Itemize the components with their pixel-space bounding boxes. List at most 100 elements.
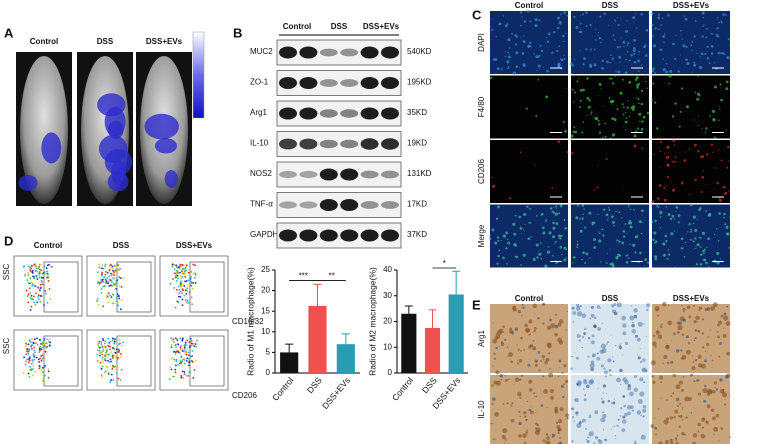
blot-band [279,46,297,59]
texture-dot [540,404,544,407]
texture-dot [529,20,532,23]
texture-dot [619,346,623,349]
texture-dot [634,374,638,379]
texture-dot [520,36,522,38]
blot-band [360,170,379,179]
texture-dot [618,211,621,214]
texture-dot [538,54,541,57]
texture-dot [551,51,554,54]
texture-dot [665,206,668,208]
event-dot [116,353,118,356]
texture-dot [614,20,617,22]
texture-dot [522,229,525,231]
texture-dot [667,304,670,306]
event-dot [26,295,29,298]
texture-dot [510,404,513,407]
event-dot [113,366,115,368]
event-dot [106,366,109,369]
event-dot [188,291,191,294]
texture-dot [627,42,630,45]
event-dot [43,340,46,343]
texture-dot [651,348,653,350]
texture-dot [678,321,682,325]
signal-blob [144,113,179,140]
texture-dot [699,207,702,210]
texture-dot [559,237,562,240]
blot-band [299,46,318,59]
texture-dot [563,40,565,42]
texture-dot [645,53,648,56]
row-label: F4/80 [477,96,486,117]
y-tick-label: 20 [261,286,270,295]
event-dot [102,339,105,342]
texture-dot [725,375,729,379]
x-tick-label: DSS [420,375,439,395]
group-label: DSS+EVs [673,1,710,10]
texture-dot [497,205,500,209]
event-dot [175,264,177,267]
texture-dot [561,371,564,375]
texture-dot [654,27,657,30]
texture-dot [551,433,556,438]
texture-dot [625,112,627,114]
texture-dot [534,18,538,22]
texture-dot [681,305,683,307]
event-dot [30,344,33,347]
texture-dot [690,230,693,233]
texture-dot [507,355,509,357]
texture-dot [694,228,698,232]
texture-dot [583,208,585,210]
texture-dot [522,306,525,309]
texture-dot [631,329,636,334]
bar [280,352,299,373]
event-dot [101,358,104,361]
texture-dot [611,82,615,85]
texture-dot [571,415,575,419]
texture-dot [615,256,619,260]
event-dot [109,284,112,287]
event-dot [40,359,43,362]
texture-dot [590,106,592,108]
event-dot [188,283,190,286]
event-dot [191,342,194,345]
texture-dot [718,439,720,442]
texture-dot [626,44,629,47]
texture-dot [704,350,707,352]
texture-dot [698,309,700,312]
texture-dot [673,415,676,419]
texture-dot [631,321,634,324]
texture-dot [723,212,726,216]
texture-dot [571,64,574,67]
event-dot [112,302,114,305]
event-dot [116,358,119,361]
event-dot [184,352,187,354]
texture-dot [723,185,726,189]
texture-dot [546,40,550,44]
texture-dot [638,220,642,224]
error-bar [313,283,322,306]
texture-dot [690,228,693,230]
texture-dot [632,105,636,109]
texture-dot [706,392,711,396]
event-dot [116,263,119,266]
texture-dot [697,329,701,333]
texture-dot [632,49,636,52]
panel-label: B [233,25,242,40]
x-tick-label: Control [390,375,415,403]
texture-dot [575,216,579,220]
texture-dot [595,437,597,439]
texture-dot [579,88,583,92]
texture-dot [502,428,508,434]
texture-dot [537,351,541,354]
event-dot [113,348,116,350]
texture-dot [672,373,676,378]
texture-dot [671,340,673,342]
texture-dot [597,213,599,215]
texture-dot [540,49,544,53]
texture-dot [696,218,698,221]
texture-dot [578,339,581,342]
texture-dot [644,77,646,79]
texture-dot [557,140,561,143]
texture-dot [622,40,626,44]
texture-dot [545,36,548,39]
